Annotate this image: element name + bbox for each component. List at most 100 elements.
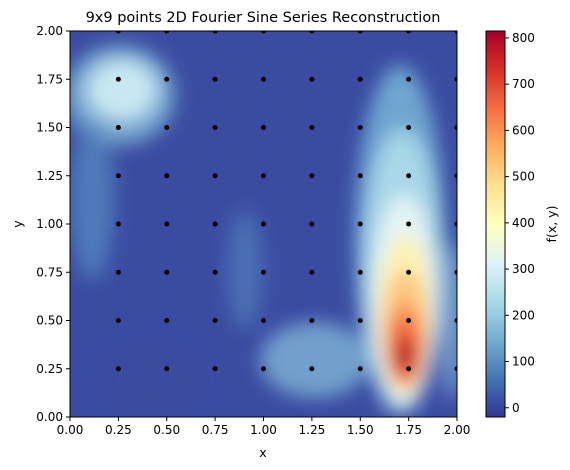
colorbar: 0 100 200 300 400 500 600 700 800 f(x, y) [485,30,559,418]
heatmap-blob [100,345,200,415]
sample-point [212,366,218,372]
sample-point [357,318,363,323]
y-tick-label: 2.00 [36,24,63,38]
sample-point [115,31,121,34]
sample-points [115,31,457,372]
sample-point [164,173,170,179]
y-tick-label: 0.50 [36,314,63,328]
heatmap-blob [70,120,114,280]
sample-point [454,76,457,82]
sample-point [212,31,218,34]
sample-point [115,221,121,227]
sample-point [115,269,121,275]
sample-point [454,269,457,275]
heatmap-blob [87,60,157,120]
heatmap-blob [397,344,413,368]
sample-point [164,221,170,227]
y-tick-label: 0.75 [36,265,63,279]
sample-point [357,221,363,227]
sample-point [115,318,121,323]
heatmap-blob [227,210,263,330]
sample-point [454,221,457,227]
sample-point [261,76,266,82]
y-tick-label: 1.50 [36,121,63,135]
sample-point [261,318,266,323]
chart-title: 9x9 points 2D Fourier Sine Series Recons… [86,10,441,26]
y-axis-label: y [10,220,25,228]
contour-line [96,69,148,115]
sample-point [309,269,315,275]
sample-point [309,173,315,179]
x-tick-label: 1.25 [299,423,326,437]
x-tick-label: 1.75 [395,423,422,437]
y-tick-label: 0.25 [36,362,63,376]
y-tick-label: 1.75 [36,72,63,86]
x-tick-label: 0.25 [105,423,132,437]
sample-point [164,366,170,372]
colorbar-ticks: 0 100 200 300 400 500 600 700 800 [505,31,535,415]
sample-point [309,221,315,227]
heatmap-blob [440,240,457,400]
x-axis-label: x [259,445,266,460]
colorbar-tick-label: 200 [512,308,535,322]
sample-point [406,318,412,323]
sample-point [357,366,363,372]
y-tick-label: 1.00 [36,217,63,231]
sample-point [406,269,412,275]
colorbar-tick-label: 100 [512,355,535,369]
sample-point [454,125,457,130]
colorbar-tick-label: 700 [512,77,535,91]
contour-line [384,289,426,391]
sample-point [406,366,412,372]
sample-point [406,76,412,82]
sample-point [406,173,412,179]
x-tick-label: 1.50 [347,423,374,437]
sample-point [406,31,412,34]
sample-point [454,173,457,179]
sample-point [309,76,315,82]
sample-point [164,318,170,323]
sample-point [309,318,315,323]
sample-point [406,221,412,227]
sample-point [115,76,121,82]
sample-point [212,76,218,82]
sample-point [115,125,121,130]
colorbar-tick-label: 800 [512,31,535,45]
x-tick-label: 2.00 [444,423,471,437]
y-tick-label: 0.00 [36,410,63,424]
sample-point [357,269,363,275]
sample-point [212,173,218,179]
x-tick-label: 0.50 [153,423,180,437]
sample-point [357,31,363,34]
sample-point [309,31,315,34]
colorbar-tick-label: 0 [512,401,520,415]
sample-point [212,269,218,275]
sample-point [261,269,266,275]
x-tick-label: 0.00 [57,423,84,437]
contour-line [81,56,163,128]
colorbar-tick-label: 300 [512,262,535,276]
sample-point [261,31,266,34]
colorbar-tick-label: 400 [512,216,535,230]
plot-area [70,31,457,417]
sample-point [212,221,218,227]
colorbar-frame [485,30,506,418]
sample-point [357,76,363,82]
sample-point [357,125,363,130]
sample-point [164,76,170,82]
sample-point [357,173,363,179]
sample-point [454,318,457,323]
sample-point [261,173,266,179]
heatmap-blob [260,322,370,398]
heatmap-field [70,45,457,417]
contour-line [361,129,443,417]
sample-point [309,366,315,372]
sample-point [212,318,218,323]
sample-point [406,125,412,130]
sample-point [164,31,170,34]
x-tick-label: 1.00 [250,423,277,437]
sample-point [115,366,121,372]
sample-point [261,125,266,130]
contour-line [373,214,435,406]
x-axis: 0.00 0.25 0.50 0.75 1.00 1.25 1.50 1.75 2.00 [57,417,471,437]
